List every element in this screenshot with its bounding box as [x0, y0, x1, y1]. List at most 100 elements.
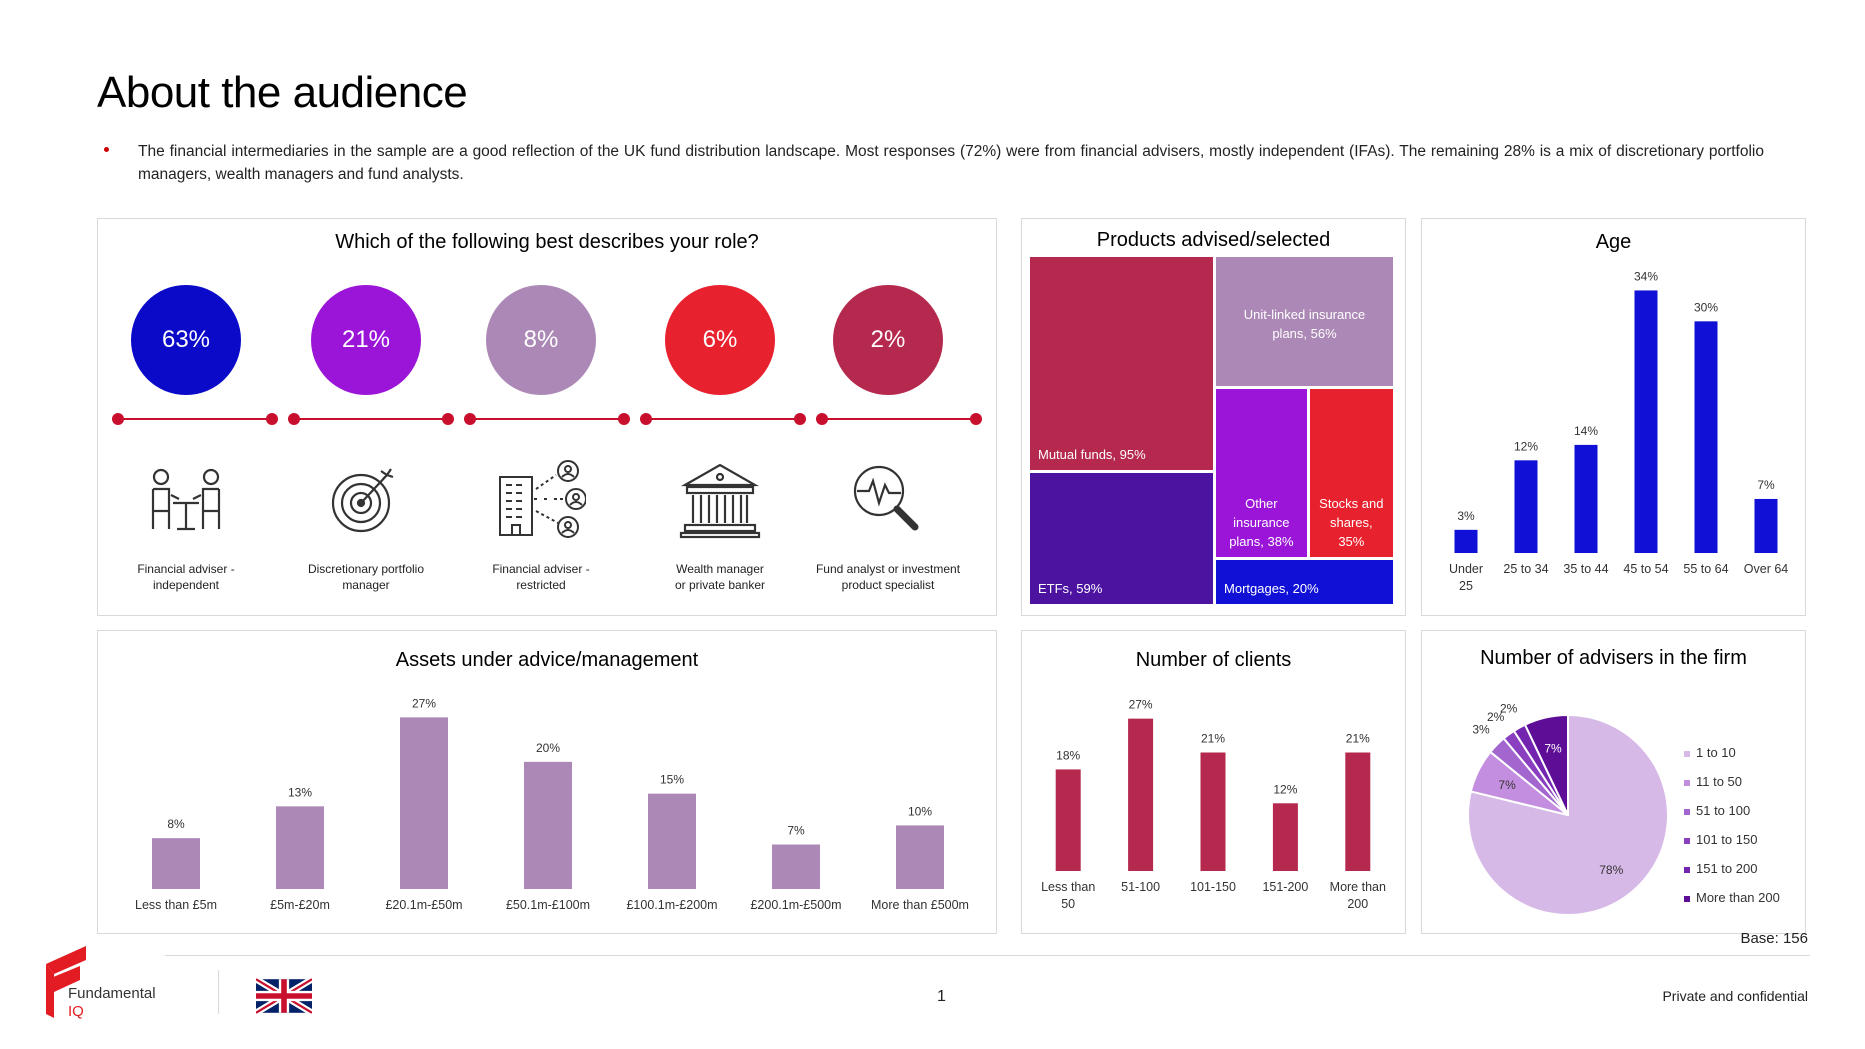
legend-swatch — [1684, 896, 1690, 902]
role-panel: Which of the following best describes yo… — [97, 218, 997, 616]
role-category-label: Discretionary portfolio manager — [307, 562, 425, 592]
bar-value-label: 15% — [660, 773, 684, 787]
clients-panel: Number of clients 18% Less than 50 27% 51-10… — [1021, 630, 1406, 934]
treemap-cell: ETFs, 59% — [1030, 472, 1214, 604]
treemap-cell: Mortgages, 20% — [1216, 560, 1393, 604]
bar — [1345, 752, 1371, 871]
category-tick-label: More than — [1330, 880, 1386, 894]
role-timeline — [816, 413, 982, 425]
legend-label: 51 to 100 — [1696, 803, 1750, 818]
clients-chart-title: Number of clients — [1135, 649, 1292, 671]
category-tick-label: Under — [1449, 562, 1483, 576]
category-tick-label: 151-200 — [1262, 880, 1308, 894]
bar — [896, 825, 944, 889]
role-value-circle: 8% — [486, 285, 596, 395]
bar-value-label: 8% — [167, 817, 185, 831]
role-value-circle: 21% — [311, 285, 421, 395]
bar — [1694, 321, 1718, 553]
network-icon — [496, 459, 587, 539]
advisers-chart-title: Number of advisers in the firm — [1480, 647, 1747, 669]
bar-value-label: 7% — [787, 824, 805, 838]
bar — [772, 844, 820, 889]
bar-value-label: 30% — [1694, 300, 1718, 314]
page-number: 1 — [937, 988, 946, 1005]
category-tick-label: 101-150 — [1190, 880, 1236, 894]
pie-slice — [1523, 713, 1569, 816]
clients-chart: 18% Less than 50 27% 51-100 21% 101-150 12% 151-… — [1041, 698, 1386, 911]
fundamental-iq-logo: Fundamental IQ — [46, 946, 156, 1020]
bar — [1454, 529, 1478, 553]
timeline-dot — [266, 413, 278, 425]
bar — [648, 793, 696, 889]
category-tick-label: Less than — [1041, 880, 1095, 894]
bar-value-label: 20% — [536, 741, 560, 755]
category-tick-label: £20.1m-£50m — [385, 898, 462, 912]
bar — [1272, 803, 1298, 871]
treemap-label: Mutual funds, 95% — [1038, 446, 1146, 462]
timeline-dot — [816, 413, 828, 425]
summary-bullet: The financial intermediaries in the samp… — [104, 140, 1764, 186]
legend-swatch — [1684, 780, 1690, 786]
role-value-circle: 2% — [833, 285, 943, 395]
bar — [524, 761, 572, 889]
treemap-label: Other insurance plans, 38% — [1229, 496, 1294, 549]
assets-chart-title: Assets under advice/management — [395, 649, 699, 671]
bar-value-label: 12% — [1273, 782, 1297, 796]
pie-value-label: 3% — [1472, 722, 1490, 736]
treemap-cell: Other insurance plans, 38% — [1216, 388, 1307, 557]
category-tick-label: £50.1m-£100m — [506, 898, 590, 912]
timeline-dot — [794, 413, 806, 425]
bank-icon — [675, 459, 765, 539]
treemap-cell: Stocks and shares, 35% — [1309, 388, 1393, 557]
legend-label: 11 to 50 — [1696, 774, 1742, 789]
timeline-dot — [464, 413, 476, 425]
category-tick-label: 200 — [1347, 897, 1368, 911]
pie-value-label: 2% — [1487, 710, 1505, 724]
treemap-label: Unit-linked insurance plans, 56% — [1243, 306, 1366, 341]
age-panel: Age 3% Under 25 12% 25 to 34 14% 35 to 44 34% 45… — [1421, 218, 1806, 616]
category-tick-label: 55 to 64 — [1683, 562, 1728, 576]
bar — [1634, 290, 1658, 553]
footer-divider — [165, 955, 1810, 956]
age-chart-title: Age — [1595, 231, 1632, 253]
role-value-circle: 6% — [665, 285, 775, 395]
legend-swatch — [1684, 809, 1690, 815]
bar — [152, 838, 200, 889]
analysis-icon — [843, 459, 933, 539]
page-title: About the audience — [97, 68, 468, 117]
timeline-dot — [442, 413, 454, 425]
treemap-label: Mortgages, 20% — [1224, 580, 1319, 596]
role-category-label: Wealth manager or private banker — [674, 562, 766, 592]
bar-value-label: 12% — [1514, 439, 1538, 453]
summary-text: The financial intermediaries in the samp… — [138, 143, 1764, 183]
role-timeline — [464, 413, 630, 425]
timeline-dot — [112, 413, 124, 425]
advisers-panel: Number of advisers in the firm 78% 7% 3% 2%… — [1421, 630, 1806, 934]
pie-value-label: 7% — [1544, 742, 1562, 756]
role-value-circle: 63% — [131, 285, 241, 395]
products-panel: Products advised/selected Mutual funds, … — [1021, 218, 1406, 616]
treemap-cell: Unit-linked insurance plans, 56% — [1216, 257, 1393, 386]
category-tick-label: 35 to 44 — [1563, 562, 1608, 576]
category-tick-label: £5m-£20m — [270, 898, 330, 912]
treemap-label: ETFs, 59% — [1038, 580, 1103, 596]
category-tick-label: 50 — [1061, 897, 1075, 911]
role-timeline — [112, 413, 278, 425]
assets-panel: Assets under advice/management 8% Less th… — [97, 630, 997, 934]
bar-value-label: 14% — [1574, 424, 1598, 438]
bar-value-label: 27% — [412, 696, 436, 710]
bar-value-label: 21% — [1346, 732, 1370, 746]
legend-swatch — [1684, 751, 1690, 757]
timeline-dot — [288, 413, 300, 425]
timeline-dot — [618, 413, 630, 425]
category-tick-label: Less than £5m — [135, 898, 217, 912]
pie-value-label: 7% — [1498, 778, 1516, 792]
meeting-icon — [141, 459, 231, 539]
treemap-cell: Mutual funds, 95% — [1030, 257, 1214, 470]
category-tick-label: Over 64 — [1744, 562, 1789, 576]
role-category-label: Fund analyst or investment product specia… — [815, 562, 961, 592]
bar-value-label: 10% — [908, 804, 932, 818]
base-note: Base: 156 — [1740, 930, 1808, 947]
bar — [276, 806, 324, 889]
